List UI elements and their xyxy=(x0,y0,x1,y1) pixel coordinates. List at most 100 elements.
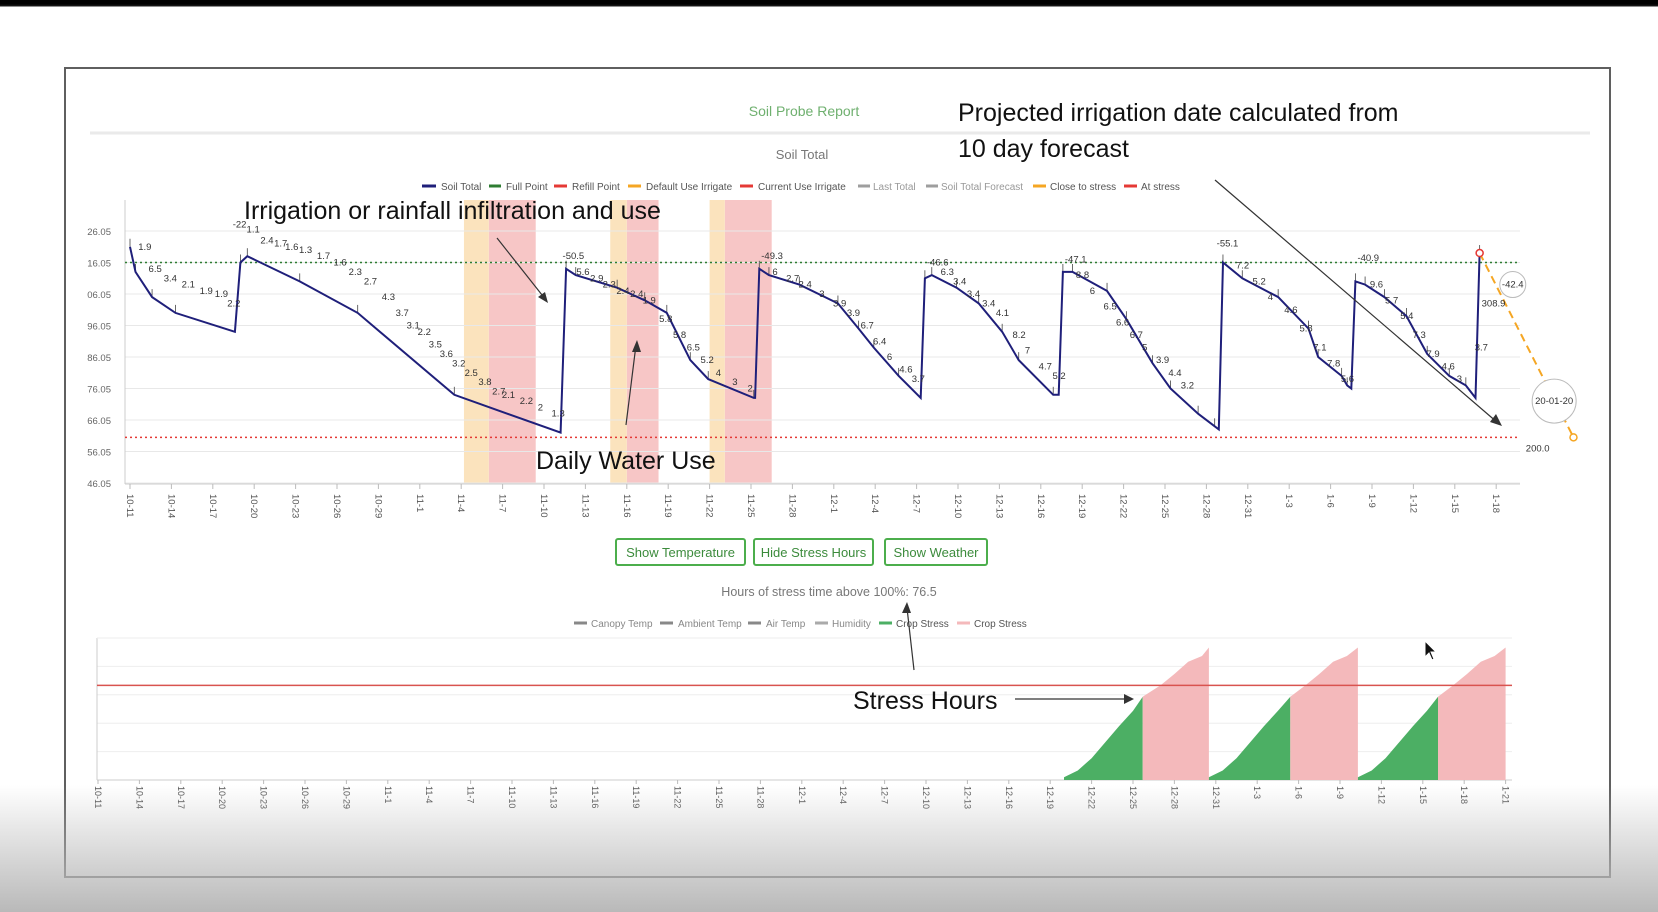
legend-ambient-temp[interactable]: Ambient Temp xyxy=(678,619,742,630)
legend-crop-stress-green[interactable]: Crop Stress xyxy=(896,619,949,630)
y-tick-label: 96.05 xyxy=(87,322,111,333)
callout-bubble xyxy=(1531,378,1577,424)
data-label: 3.1 xyxy=(407,321,420,332)
x-tick-label: 1-18 xyxy=(1459,786,1469,804)
data-label: 2.7 xyxy=(786,273,799,284)
close-to-stress-band xyxy=(463,200,489,484)
x-tick-label: 12-25 xyxy=(1128,786,1138,809)
legend-crop-stress-pink[interactable]: Crop Stress xyxy=(974,619,1027,630)
data-label: 2.3 xyxy=(349,267,362,278)
x-tick-label: 11-13 xyxy=(548,786,558,808)
x-tick-label: 11-19 xyxy=(662,494,673,518)
annotation-projected-line1: Projected irrigation date calculated fro… xyxy=(958,99,1399,127)
x-tick-label: 11-7 xyxy=(466,786,476,803)
data-label: 5.8 xyxy=(673,330,686,341)
data-label: 6.7 xyxy=(861,321,874,332)
legend-soil-total[interactable]: Soil Total xyxy=(441,182,481,193)
data-label: 5.8 xyxy=(659,314,672,325)
x-tick-label: 11-4 xyxy=(455,494,466,512)
x-tick-label: 12-7 xyxy=(880,786,890,804)
x-tick-label: 12-31 xyxy=(1211,786,1221,809)
data-label: 6 xyxy=(1090,286,1095,297)
x-tick-label: 12-7 xyxy=(911,494,922,513)
data-label: 2.7 xyxy=(364,276,377,287)
legend-default-use-irrigate[interactable]: Default Use Irrigate xyxy=(646,182,733,193)
show-temperature-button[interactable]: Show Temperature xyxy=(615,538,746,566)
legend-full-point[interactable]: Full Point xyxy=(506,182,548,193)
data-label: 2.4 xyxy=(260,235,273,246)
data-label: -47.1 xyxy=(1065,254,1087,265)
x-tick-label: 10-17 xyxy=(207,494,218,518)
data-label: 5.6 xyxy=(1341,374,1354,385)
x-tick-label: 10-11 xyxy=(124,494,135,518)
data-label: 3.7 xyxy=(396,308,409,319)
data-label: 3.2 xyxy=(1181,380,1194,391)
data-label: 1.7 xyxy=(317,251,330,262)
data-label: 5.8 xyxy=(1299,324,1312,335)
data-label: 3.9 xyxy=(847,308,860,319)
x-tick-label: 11-4 xyxy=(424,786,434,803)
hide-stress-hours-button[interactable]: Hide Stress Hours xyxy=(753,538,874,566)
legend-at-stress[interactable]: At stress xyxy=(1141,182,1180,193)
x-tick-label: 11-28 xyxy=(755,786,765,808)
x-tick-label: 12-28 xyxy=(1169,786,1179,809)
x-tick-label: 11-7 xyxy=(497,494,508,512)
x-tick-label: 12-10 xyxy=(952,494,963,518)
annotation-arrows xyxy=(496,179,1502,704)
x-tick-label: 11-1 xyxy=(414,494,425,512)
data-label: 3 xyxy=(819,289,824,300)
data-label: 3.4 xyxy=(967,289,980,300)
legend-humidity[interactable]: Humidity xyxy=(832,619,871,630)
data-label: 7.9 xyxy=(1426,349,1439,360)
show-weather-button[interactable]: Show Weather xyxy=(884,538,988,566)
legend-current-use-irrigate[interactable]: Current Use Irrigate xyxy=(758,182,846,193)
data-label: 7.2 xyxy=(1236,261,1249,272)
x-tick-label: 12-28 xyxy=(1200,494,1211,518)
x-tick-label: 1-18 xyxy=(1490,494,1501,513)
legend-air-temp[interactable]: Air Temp xyxy=(766,619,806,630)
x-tick-label: 10-20 xyxy=(248,494,259,518)
data-label: 3.5 xyxy=(429,339,442,350)
data-label: 6 xyxy=(887,352,892,363)
at-stress-band xyxy=(626,200,659,484)
data-label: 3.7 xyxy=(1475,343,1488,354)
legend-canopy-temp[interactable]: Canopy Temp xyxy=(591,619,653,630)
x-tick-label: 1-21 xyxy=(1501,786,1511,804)
x-tick-label: 11-25 xyxy=(714,786,724,808)
y-tick-label: 06.05 xyxy=(87,290,111,301)
legend-close-to-stress[interactable]: Close to stress xyxy=(1050,182,1116,193)
data-label: 7.8 xyxy=(1327,358,1340,369)
data-label: -55.1 xyxy=(1217,239,1239,250)
arrow-stress-text xyxy=(906,607,915,671)
y-tick-label: 56.05 xyxy=(87,448,111,459)
forecast-start-point xyxy=(1475,248,1484,258)
report-title: Soil Probe Report xyxy=(749,103,860,119)
close-to-stress-band xyxy=(709,200,725,484)
data-label: -22 xyxy=(233,220,247,231)
data-label: 1.3 xyxy=(299,245,312,256)
data-label: 5.2 xyxy=(1253,276,1266,287)
data-label: -46.6 xyxy=(927,258,949,269)
at-stress-band xyxy=(488,200,536,484)
crop-stress-area xyxy=(1208,696,1291,780)
crop-stress-area xyxy=(1438,647,1506,780)
legend-refill-point[interactable]: Refill Point xyxy=(572,182,620,193)
data-label: 2.2 xyxy=(418,327,431,338)
x-tick-label: 11-22 xyxy=(704,494,715,518)
x-tick-label: 11-16 xyxy=(590,786,600,808)
data-label: 7.3 xyxy=(1413,330,1426,341)
x-tick-label: 12-19 xyxy=(1076,494,1087,518)
data-label: 2.4 xyxy=(616,286,629,297)
data-label: 3.9 xyxy=(833,298,846,309)
data-label: 6.4 xyxy=(873,336,886,347)
x-tick-label: 11-22 xyxy=(673,786,683,808)
x-tick-label: 11-1 xyxy=(383,786,393,803)
data-label: 6.3 xyxy=(941,267,954,278)
legend-soil-total-forecast[interactable]: Soil Total Forecast xyxy=(941,182,1023,193)
arrowhead-daily-use xyxy=(632,340,641,352)
report-subtitle: Soil Total xyxy=(776,147,829,162)
data-label: 6 xyxy=(772,267,777,278)
legend-last-total[interactable]: Last Total xyxy=(873,182,916,193)
data-label: 2.4 xyxy=(630,289,643,300)
crop-stress-area xyxy=(1290,647,1358,780)
